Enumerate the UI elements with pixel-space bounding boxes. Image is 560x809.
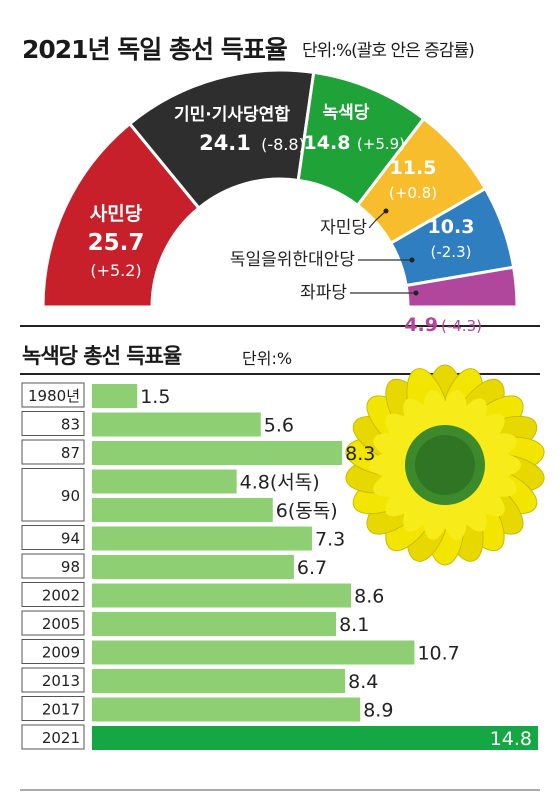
bar-2002	[92, 583, 352, 608]
slice-value-greens: 14.8	[304, 132, 351, 154]
sunflower-illustration	[345, 364, 545, 566]
row-label-2009-cell	[21, 639, 85, 664]
slice-value-left: 4.9	[404, 314, 438, 336]
bar-2013	[92, 669, 346, 693]
row-label-98: 98	[61, 558, 80, 576]
row-label-2021: 2021	[42, 729, 80, 747]
section-divider	[20, 325, 540, 327]
slice-change-cdu: (-8.8)	[261, 135, 305, 154]
slice-label-fdp: 자민당	[320, 218, 367, 238]
leader-dot-left	[413, 290, 419, 296]
row-label-2017-cell	[21, 696, 85, 721]
slice-change-spd: (+5.2)	[90, 261, 141, 280]
semi-slice-5	[404, 265, 519, 309]
slice-label-afd: 독일을위한대안당	[230, 250, 355, 270]
row-label-2005-cell	[21, 610, 85, 636]
bar-1980년	[92, 384, 138, 408]
bar-value-2013: 8.4	[348, 671, 378, 693]
row-label-83: 83	[61, 416, 80, 434]
leader-dot-fdp	[383, 208, 389, 214]
bar-value-2009: 10.7	[417, 643, 459, 665]
sunflower-center-inner	[415, 435, 475, 495]
semi-chart-unit-note: 단위:%(괄호 안은 증감률)	[302, 41, 475, 61]
row-label-2021-cell	[21, 724, 85, 750]
row-label-90-cell	[21, 468, 85, 522]
row-label-87: 87	[61, 444, 80, 462]
bar-chart-unit-note: 단위:%	[242, 349, 293, 368]
bar-87	[92, 441, 343, 465]
bar-83	[92, 412, 261, 437]
leader-line-fdp	[368, 210, 387, 229]
bar-value-2002: 8.6	[354, 586, 384, 608]
bar-value-east: 6(동독)	[276, 500, 338, 522]
row-label-90: 90	[61, 487, 80, 505]
row-label-2013: 2013	[42, 672, 80, 690]
slice-value-spd: 25.7	[88, 230, 145, 256]
leader-dot-afd	[409, 257, 415, 263]
slice-value-afd: 10.3	[428, 216, 475, 238]
bar-2009	[92, 640, 415, 665]
semicircle-chart: 사민당 25.7 (+5.2) 기민·기사당연합 24.1 (-8.8) 녹색당 14.8 (+…	[41, 68, 519, 336]
slice-label-cdu: 기민·기사당연합	[174, 104, 290, 125]
bar-98	[92, 555, 294, 579]
row-label-2013-cell	[21, 667, 85, 693]
bar-value-2021: 14.8	[490, 728, 532, 750]
bar-value-83: 5.6	[264, 415, 294, 437]
bar-90	[92, 469, 237, 494]
slice-change-fdp: (+0.8)	[389, 184, 437, 202]
bar-value-94: 7.3	[315, 529, 345, 551]
row-label-94-cell	[21, 525, 85, 550]
bar-2005	[92, 612, 337, 636]
row-label-87-cell	[21, 439, 85, 465]
bar-chart-top-rule	[20, 373, 540, 375]
slice-label-left: 좌파당	[300, 283, 347, 303]
bar-chart-title: 녹색당 총선 득표율	[22, 344, 182, 368]
bar-value-98: 6.7	[297, 557, 327, 579]
row-label-2002-cell	[21, 582, 85, 607]
bar-value-87: 8.3	[345, 443, 375, 465]
row-label-2017: 2017	[42, 701, 80, 719]
bar-chart: 1.5 5.6 8.3 4.8(서독) 6(동독) 7.3 6.7 8.6 8.1 10.7 8.4…	[20, 382, 540, 791]
bar-value-2005: 8.1	[339, 614, 369, 636]
row-label-94: 94	[61, 530, 80, 548]
slice-change-greens: (+5.9)	[357, 135, 405, 153]
slice-label-spd: 사민당	[90, 203, 143, 225]
bar-value-1980년: 1.5	[140, 386, 170, 408]
row-label-83-cell	[21, 411, 85, 436]
row-label-1980년-cell	[21, 382, 85, 408]
bar-2021	[92, 726, 538, 750]
row-label-1980년: 1980년	[28, 387, 80, 405]
row-label-2002: 2002	[42, 587, 80, 605]
bar-94	[92, 526, 312, 551]
row-label-2009: 2009	[42, 644, 80, 662]
slice-change-left: (-4.3)	[441, 317, 482, 335]
slice-change-afd: (-2.3)	[431, 243, 472, 261]
row-label-2005: 2005	[42, 615, 80, 633]
slice-value-cdu: 24.1	[199, 131, 251, 155]
bar-east	[92, 498, 273, 522]
slice-value-fdp: 11.5	[390, 157, 437, 179]
row-label-98-cell	[21, 553, 85, 579]
bar-value-2017: 8.9	[363, 700, 393, 722]
bar-2017	[92, 697, 361, 722]
slice-label-greens: 녹색당	[323, 103, 370, 123]
bar-value-90: 4.8(서독)	[240, 472, 320, 494]
semi-chart-title: 2021년 독일 총선 득표율	[22, 35, 288, 64]
